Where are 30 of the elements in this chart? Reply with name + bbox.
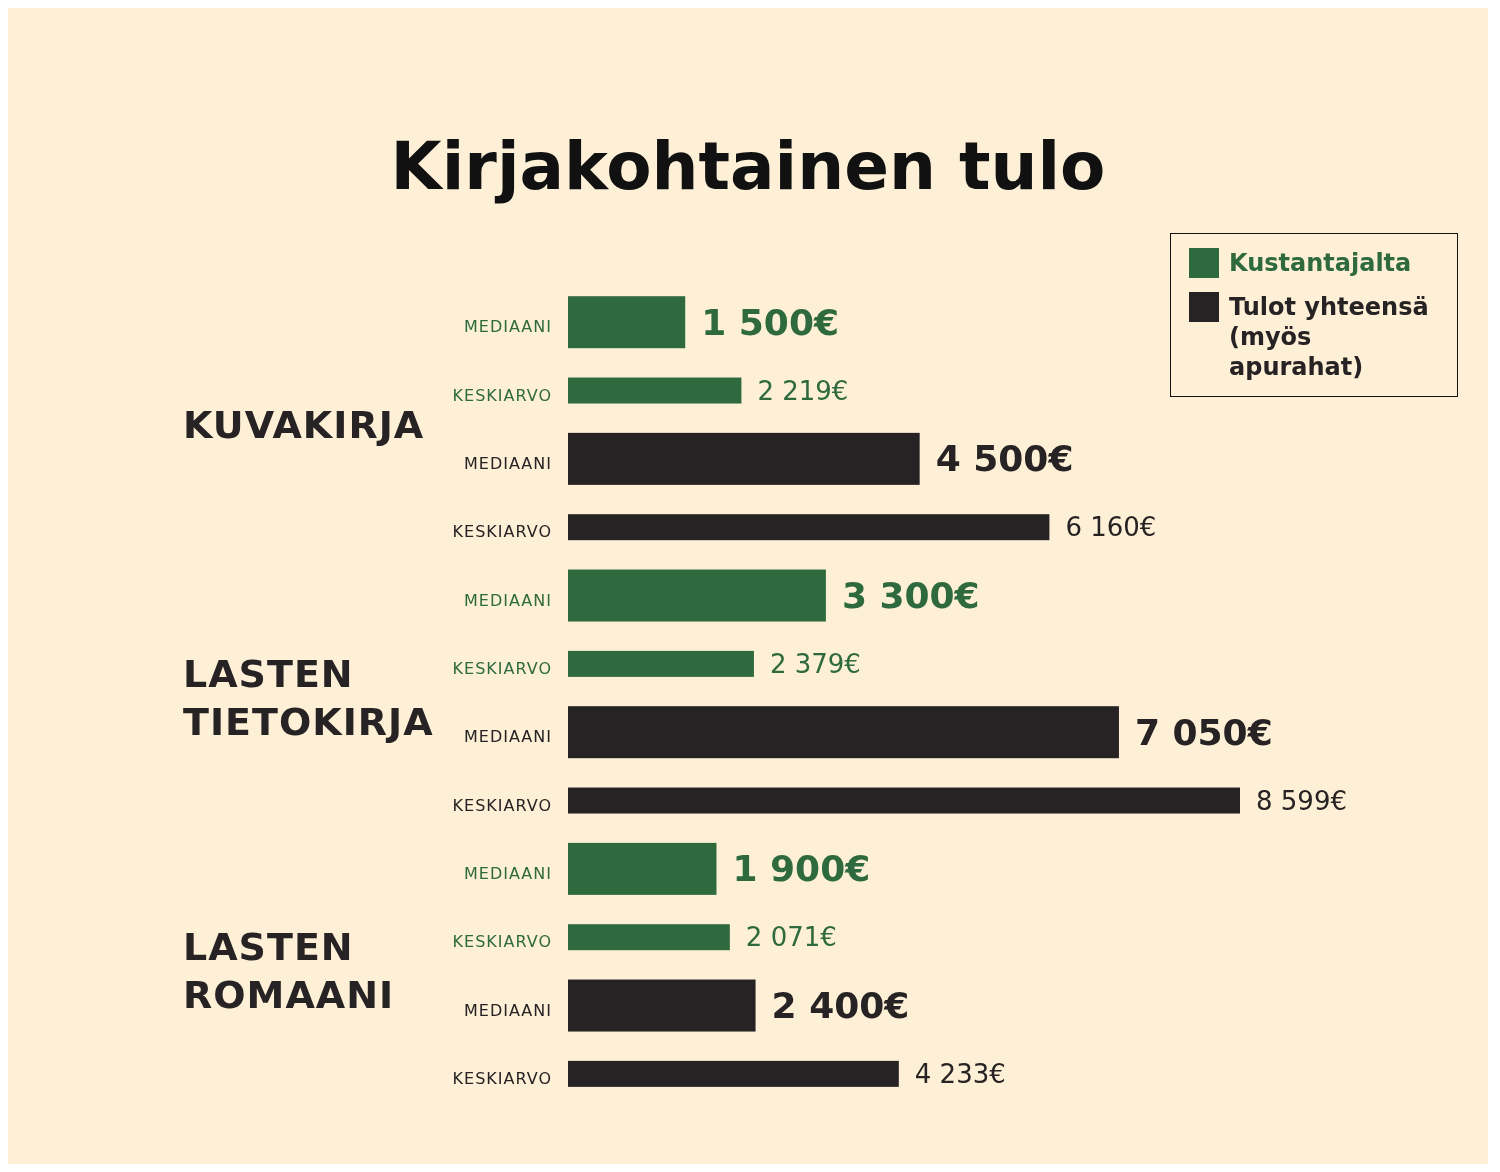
y-tick-label: KESKIARVO	[452, 385, 552, 405]
data-label: 2 379€	[769, 648, 861, 679]
legend-label: Kustantajalta	[1229, 248, 1412, 278]
data-label: 2 400€	[771, 985, 910, 1027]
text: LASTEN TIETOKIRJA	[183, 651, 435, 746]
data-label: 1 900€	[732, 848, 871, 890]
data-label: 6 160€	[1065, 512, 1157, 543]
data-label: 4 500€	[935, 438, 1074, 480]
y-tick-label: MEDIAANI	[464, 727, 552, 747]
y-tick-label: MEDIAANI	[464, 863, 552, 883]
data-label: 8 599€	[1256, 785, 1347, 816]
text: LASTEN ROMAANI	[183, 924, 396, 1020]
y-tick-label: KESKIARVO	[452, 1068, 552, 1088]
legend-label: Tulot yhteensä (myös apurahat)	[1229, 292, 1430, 382]
y-tick-label: KESKIARVO	[452, 522, 552, 542]
data-label: 2 219€	[757, 375, 849, 406]
data-label: 3 300€	[841, 575, 980, 617]
data-label: 2 071€	[745, 922, 837, 953]
data-label: 7 050€	[1134, 711, 1273, 753]
y-tick-label: MEDIAANI	[464, 590, 552, 610]
data-label: 4 233€	[914, 1058, 1006, 1089]
data-label: 1 500€	[701, 301, 839, 343]
y-tick-label: KESKIARVO	[452, 658, 552, 678]
text: KUVAKIRJA	[183, 401, 426, 449]
y-tick-label: KESKIARVO	[452, 932, 552, 952]
y-tick-label: MEDIAANI	[464, 317, 552, 337]
y-tick-label: KESKIARVO	[452, 795, 552, 815]
chart-title: Kirjakohtainen tulo	[389, 128, 1107, 205]
y-tick-label: MEDIAANI	[464, 453, 552, 473]
y-tick-label: MEDIAANI	[464, 1000, 552, 1020]
